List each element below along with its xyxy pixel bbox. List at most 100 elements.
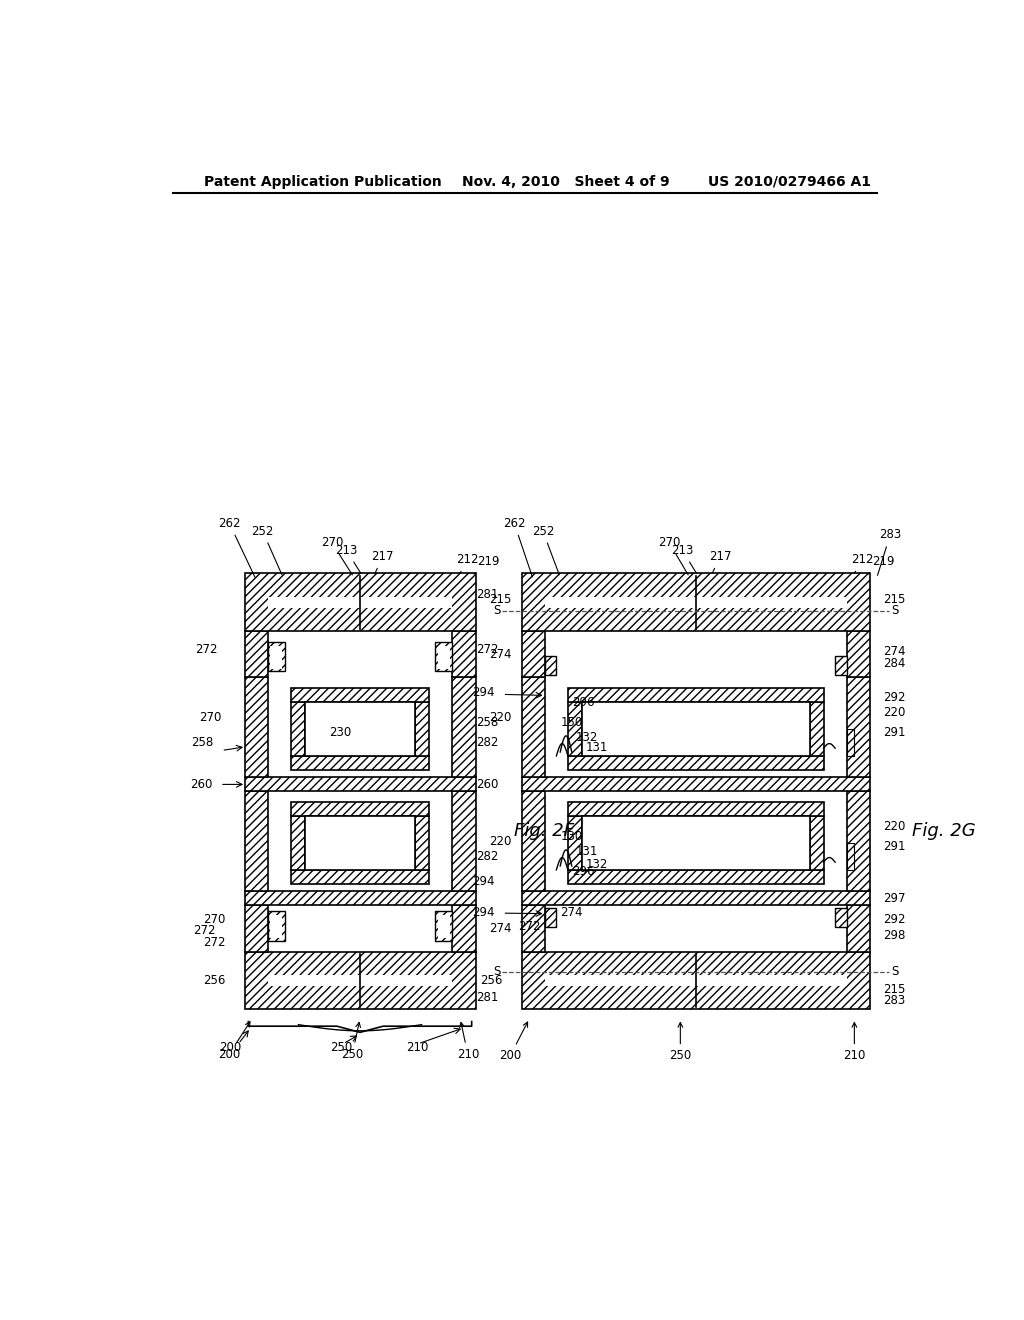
Text: S: S <box>891 605 899 618</box>
Bar <box>582 816 810 870</box>
Bar <box>847 729 854 756</box>
Text: 294: 294 <box>472 875 495 888</box>
Text: Nov. 4, 2010   Sheet 4 of 9: Nov. 4, 2010 Sheet 4 of 9 <box>462 174 670 189</box>
Bar <box>568 870 823 884</box>
Bar <box>291 688 429 702</box>
Bar <box>438 645 451 669</box>
Text: 219: 219 <box>474 556 500 574</box>
Bar <box>847 677 869 777</box>
Bar <box>245 573 475 631</box>
Text: US 2010/0279466 A1: US 2010/0279466 A1 <box>708 174 871 189</box>
Bar <box>245 906 267 952</box>
Text: 250: 250 <box>330 1041 352 1055</box>
Text: 274: 274 <box>489 921 512 935</box>
Text: 132: 132 <box>575 731 598 744</box>
Bar <box>416 702 429 756</box>
Text: 220: 220 <box>884 820 906 833</box>
Bar <box>245 792 267 891</box>
Bar <box>545 597 847 609</box>
Bar <box>453 677 475 777</box>
Text: 281: 281 <box>476 587 499 601</box>
Bar <box>245 777 475 792</box>
Text: 215: 215 <box>884 982 906 995</box>
Bar <box>836 908 847 927</box>
Bar <box>847 631 869 677</box>
Text: Fig. 2G: Fig. 2G <box>912 822 976 841</box>
Text: 270: 270 <box>658 536 688 576</box>
Text: 291: 291 <box>884 840 906 853</box>
Bar <box>453 631 475 677</box>
Bar <box>521 792 545 891</box>
Bar <box>582 702 810 756</box>
Text: 210: 210 <box>457 1023 479 1061</box>
Text: 272: 272 <box>193 924 215 937</box>
Bar <box>521 891 869 906</box>
Text: 283: 283 <box>878 528 901 576</box>
Text: 258: 258 <box>191 737 214 748</box>
Text: 210: 210 <box>407 1041 429 1055</box>
Bar <box>847 906 869 952</box>
Text: 284: 284 <box>884 657 906 671</box>
Text: 210: 210 <box>843 1023 865 1063</box>
Bar <box>267 597 453 609</box>
Bar <box>267 974 453 986</box>
Bar <box>435 911 453 941</box>
Bar <box>521 952 869 1010</box>
Bar <box>416 816 429 870</box>
Bar <box>810 816 823 870</box>
Bar <box>435 642 453 671</box>
Text: 274: 274 <box>489 648 512 661</box>
Bar <box>545 974 847 986</box>
Bar <box>291 702 304 756</box>
Text: 230: 230 <box>330 726 351 739</box>
Bar <box>291 816 304 870</box>
Text: 131: 131 <box>586 741 608 754</box>
Bar <box>568 803 823 816</box>
Bar <box>267 911 285 941</box>
Text: 212: 212 <box>457 553 479 573</box>
Bar <box>270 915 283 939</box>
Text: 274: 274 <box>560 906 583 919</box>
Text: 132: 132 <box>586 858 608 871</box>
Text: 212: 212 <box>851 553 873 573</box>
Bar <box>836 656 847 675</box>
Text: 272: 272 <box>195 643 217 656</box>
Text: 220: 220 <box>489 834 512 847</box>
Text: 217: 217 <box>709 550 731 573</box>
Text: 217: 217 <box>372 550 394 573</box>
Bar <box>453 906 475 952</box>
Text: 130: 130 <box>560 830 583 843</box>
Text: 220: 220 <box>884 706 906 719</box>
Text: 250: 250 <box>670 1023 691 1063</box>
Text: 200: 200 <box>218 1022 250 1061</box>
Text: 274: 274 <box>884 645 906 659</box>
Text: 296: 296 <box>571 865 594 878</box>
Text: 298: 298 <box>884 929 906 942</box>
Text: 256: 256 <box>203 974 225 987</box>
Text: 219: 219 <box>868 556 895 574</box>
Text: 213: 213 <box>671 544 696 573</box>
Bar <box>245 677 267 777</box>
Text: 252: 252 <box>252 524 282 574</box>
Text: 292: 292 <box>884 912 906 925</box>
Text: 297: 297 <box>884 892 906 906</box>
Text: 258: 258 <box>476 715 499 729</box>
Bar <box>545 656 556 675</box>
Text: 272: 272 <box>476 643 499 656</box>
Text: 250: 250 <box>341 1023 364 1061</box>
Bar <box>545 908 556 927</box>
Text: S: S <box>493 965 500 978</box>
Text: 282: 282 <box>476 850 499 863</box>
Bar <box>847 792 869 891</box>
Bar <box>304 702 416 756</box>
Bar <box>847 843 854 870</box>
Text: 270: 270 <box>203 912 225 925</box>
Text: S: S <box>891 965 899 978</box>
Bar <box>291 870 429 884</box>
Text: 131: 131 <box>575 845 598 858</box>
Text: 262: 262 <box>503 517 532 577</box>
Text: 292: 292 <box>884 690 906 704</box>
Bar <box>270 645 283 669</box>
Text: 294: 294 <box>472 906 495 919</box>
Bar <box>568 816 582 870</box>
